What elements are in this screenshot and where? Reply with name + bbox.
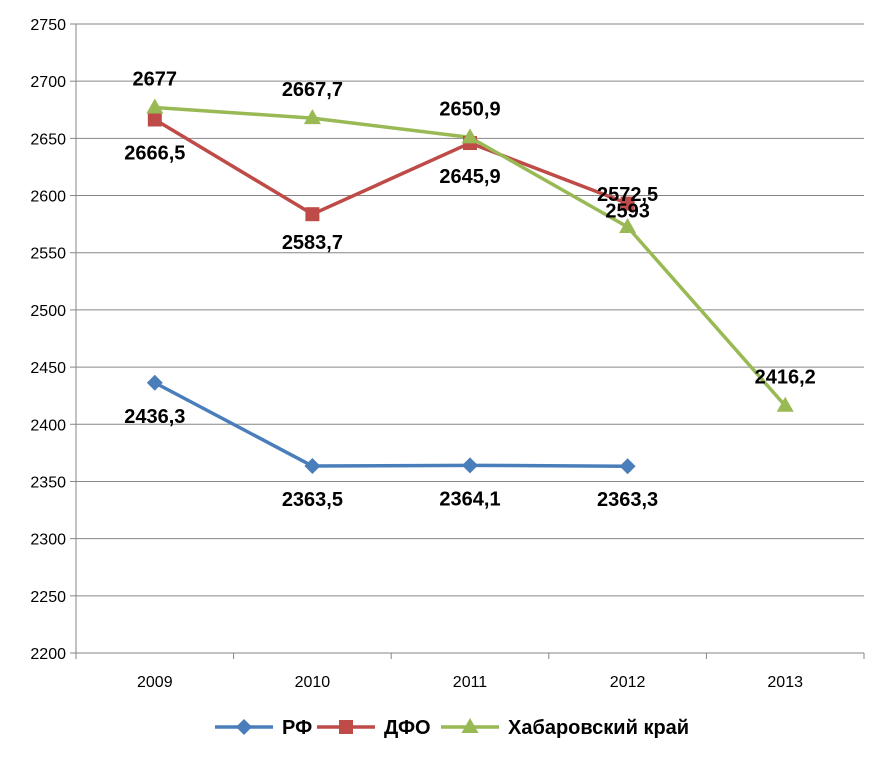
legend-entry-2: ДФО [384,717,431,739]
y-tick-label: 2200 [30,646,66,663]
data-labels: 2436,3 2363,5 2364,1 2363,3 2666,5 2583,7 2645… [124,68,816,511]
data-label: 2416,2 [755,367,816,389]
data-label: 2363,5 [282,489,343,511]
data-label: 2364,1 [439,488,500,510]
axes [70,23,865,659]
legend-marker-2 [339,720,353,734]
series-2-marker [620,196,635,211]
data-label: 2436,3 [124,406,185,428]
series-1-marker [304,458,321,475]
series-markers [146,98,794,475]
data-label: 2666,5 [124,142,185,164]
data-label: 2650,9 [439,98,500,120]
series-line-1 [153,381,628,468]
data-label: 2572,5 [597,184,658,206]
data-label: 2667,7 [282,79,343,101]
y-tick-label: 2500 [30,303,66,320]
y-tick-label: 2550 [30,246,66,263]
data-label: 2363,3 [597,489,658,511]
series-1-marker [462,457,478,474]
series-2-marker [305,207,320,222]
series-3-marker [303,109,321,125]
data-label: 2677 [133,68,178,90]
x-axis-tick-labels: 2009 2010 2011 2012 2013 [137,674,803,691]
legend-entry-3: Хабаровский край [508,717,689,739]
y-tick-label: 2600 [30,189,66,206]
data-label: 2593 [605,201,650,223]
data-label: 2583,7 [282,232,343,254]
legend: РФ ДФО Хабаровский край [215,717,689,739]
x-tick-label: 2013 [767,674,803,691]
y-tick-label: 2650 [30,131,66,148]
legend-entry-1: РФ [282,717,312,739]
series-3-marker [461,128,479,144]
series-2-marker [147,112,162,127]
x-tick-label: 2009 [137,674,173,691]
x-tick-label: 2011 [453,674,488,691]
series-line-2 [153,117,629,216]
x-tick-label: 2012 [610,674,646,691]
series-3-marker [619,217,637,233]
y-tick-label: 2750 [30,17,66,34]
series-lines [153,105,787,468]
y-axis-tick-labels: 2200 2250 2300 2350 2400 2450 2500 2550 2600 2650… [30,17,66,663]
data-label: 2645,9 [439,166,500,188]
y-tick-label: 2250 [30,589,66,606]
y-tick-label: 2700 [30,74,66,91]
y-tick-label: 2300 [30,532,66,549]
series-line-3 [154,105,787,407]
y-tick-label: 2400 [30,417,66,434]
y-tick-label: 2350 [30,474,66,491]
series-3-marker [146,98,164,114]
x-tick-label: 2010 [295,674,331,691]
legend-marker-3 [461,718,479,733]
series-3-marker [776,396,794,412]
y-tick-label: 2450 [30,360,66,377]
series-1-marker [146,374,163,391]
legend-marker-1 [236,719,252,735]
series-1-marker [619,458,636,475]
